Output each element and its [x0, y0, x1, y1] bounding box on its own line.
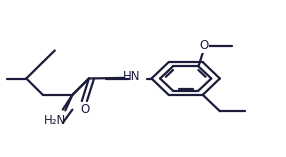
Text: H₂N: H₂N [44, 114, 66, 127]
Text: O: O [199, 39, 208, 52]
Text: HN: HN [123, 70, 140, 83]
Text: O: O [80, 103, 89, 116]
